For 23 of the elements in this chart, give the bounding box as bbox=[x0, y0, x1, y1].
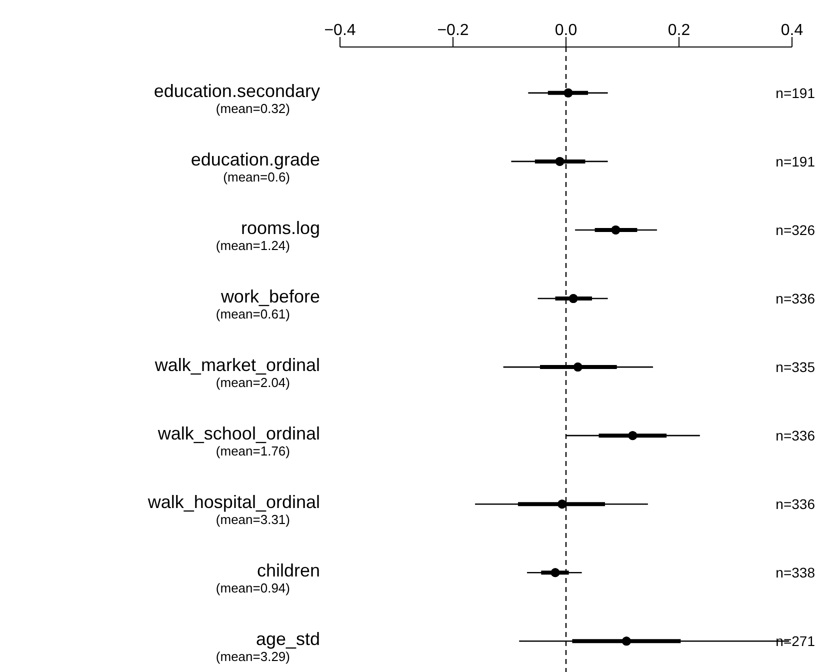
annotation: n=191 bbox=[776, 153, 816, 170]
annotation: n=336 bbox=[776, 428, 816, 444]
annotation: n=336 bbox=[776, 496, 816, 512]
y-tick-label: education.secondary (mean=0.32) bbox=[154, 80, 320, 116]
y-tick-label: walk_hospital_ordinal (mean=3.31) bbox=[146, 492, 320, 528]
y-tick-label: walk_school_ordinal (mean=1.76) bbox=[156, 424, 320, 459]
annotation: n=191 bbox=[776, 84, 816, 101]
annotation: n=326 bbox=[776, 222, 816, 238]
annotation: n=271 bbox=[776, 633, 816, 650]
y-tick-label: rooms.log (mean=1.24) bbox=[216, 218, 320, 253]
y-tick-label: children (mean=0.94) bbox=[216, 560, 320, 596]
annotation: n=338 bbox=[776, 564, 816, 581]
x-tick-label: 0.4 bbox=[780, 22, 804, 39]
y-tick-label: education.grade (mean=0.6) bbox=[190, 149, 320, 184]
x-tick-label: −0.4 bbox=[324, 22, 356, 39]
x-tick-label: 0.0 bbox=[554, 22, 578, 39]
x-tick-label: −0.2 bbox=[437, 22, 469, 39]
annotation: n=336 bbox=[776, 290, 816, 307]
x-tick-label: 0.2 bbox=[668, 22, 690, 39]
y-tick-label: work_before (mean=0.61) bbox=[216, 286, 320, 322]
annotation: n=335 bbox=[776, 359, 816, 376]
y-tick-label: walk_market_ordinal (mean=2.04) bbox=[154, 355, 320, 390]
y-tick-label: age_std (mean=3.29) bbox=[216, 629, 320, 664]
